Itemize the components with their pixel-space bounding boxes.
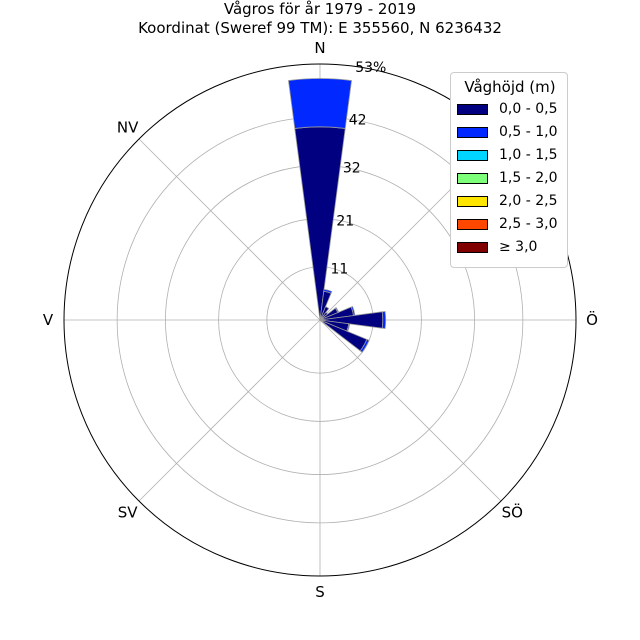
legend: Våghöjd (m) 0,0 - 0,5 0,5 - 1,0 1,0 - 1,5 1…: [450, 72, 568, 268]
legend-label: 1,5 - 2,0: [499, 170, 558, 186]
legend-swatch: [457, 149, 488, 161]
direction-label: NV: [117, 119, 139, 137]
direction-label: Ö: [586, 310, 598, 329]
angular-grid-line: [319, 319, 502, 502]
angular-grid-line: [138, 319, 321, 502]
legend-title: Våghöjd (m): [464, 78, 556, 96]
legend-label: 1,0 - 1,5: [499, 147, 558, 163]
legend-swatch: [457, 126, 488, 138]
direction-label: SV: [118, 503, 139, 521]
legend-label: 0,0 - 0,5: [499, 101, 558, 117]
legend-item: ≥ 3,0: [457, 238, 537, 256]
legend-item: 1,5 - 2,0: [457, 169, 557, 187]
legend-swatch: [457, 103, 488, 115]
direction-label: SÖ: [502, 502, 523, 521]
radial-tick-label: 11: [330, 261, 348, 277]
legend-swatch: [457, 195, 488, 207]
angular-grid-line: [138, 138, 321, 321]
rose-bar: [381, 310, 387, 330]
radial-tick-label: 42: [349, 113, 367, 129]
radial-tick-label: 32: [343, 161, 361, 177]
direction-label: S: [315, 583, 325, 601]
rose-bar: [346, 323, 351, 332]
radial-tick-label: 53%: [355, 60, 386, 76]
legend-label: ≥ 3,0: [499, 239, 538, 255]
legend-item: 0,0 - 0,5: [457, 100, 557, 118]
radial-tick-label: 21: [336, 213, 354, 229]
chart-title: Vågros för år 1979 - 2019 Koordinat (Swe…: [0, 0, 640, 38]
polar-frame: [63, 63, 577, 577]
chart-title-line-1: Vågros för år 1979 - 2019: [223, 0, 417, 18]
legend-item: 0,5 - 1,0: [457, 123, 557, 141]
rose-bar: [288, 78, 352, 129]
rose-bar: [350, 305, 356, 317]
legend-swatch: [457, 172, 488, 184]
legend-item: 2,0 - 2,5: [457, 192, 557, 210]
rose-bar: [359, 338, 370, 353]
legend-swatch: [457, 241, 488, 253]
direction-label: V: [43, 311, 54, 329]
legend-label: 2,5 - 3,0: [499, 216, 558, 232]
legend-item: 1,0 - 1,5: [457, 146, 557, 164]
legend-swatch: [457, 218, 488, 230]
rose-bar: [323, 288, 333, 294]
legend-label: 2,0 - 2,5: [499, 193, 558, 209]
legend-item: 2,5 - 3,0: [457, 215, 557, 233]
chart-title-line-2: Koordinat (Sweref 99 TM): E 355560, N 62…: [138, 19, 502, 37]
rose-bar: [334, 307, 340, 314]
legend-label: 0,5 - 1,0: [499, 124, 558, 140]
direction-label: N: [314, 39, 325, 57]
